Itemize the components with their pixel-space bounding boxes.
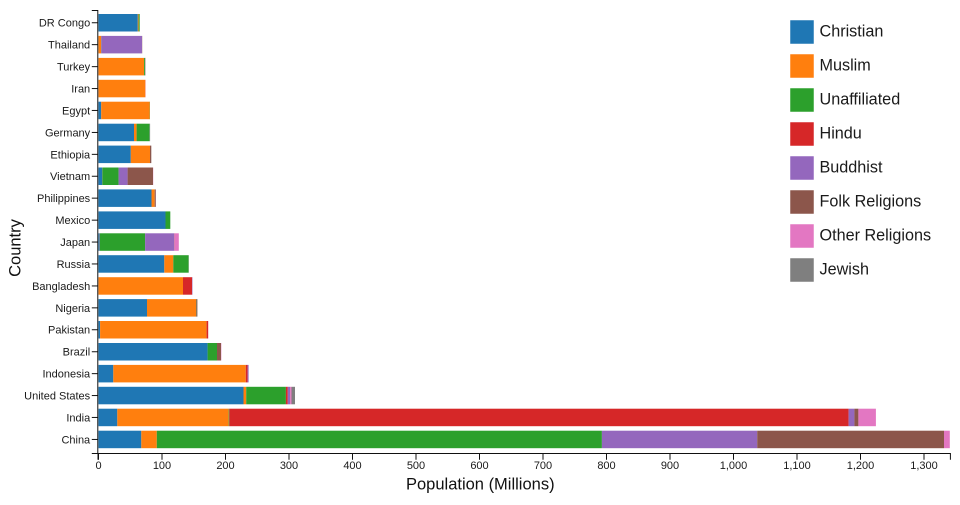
svg-text:Christian: Christian [820,23,884,41]
svg-text:Population (Millions): Population (Millions) [406,476,555,494]
svg-text:800: 800 [597,460,615,472]
svg-text:Vietnam: Vietnam [50,171,90,183]
svg-text:700: 700 [534,460,552,472]
svg-text:0: 0 [95,460,101,472]
svg-text:1,100: 1,100 [783,460,811,472]
svg-text:100: 100 [153,460,171,472]
svg-text:Bangladesh: Bangladesh [32,281,90,293]
svg-text:1,200: 1,200 [847,460,875,472]
svg-text:Mexico: Mexico [55,215,90,227]
svg-text:Muslim: Muslim [820,57,871,75]
svg-text:Jewish: Jewish [820,261,869,279]
svg-text:Pakistan: Pakistan [48,325,90,337]
svg-text:Nigeria: Nigeria [55,303,91,315]
svg-text:Hindu: Hindu [820,125,862,143]
svg-text:Brazil: Brazil [63,347,91,359]
svg-text:500: 500 [407,460,425,472]
svg-text:Thailand: Thailand [48,40,90,52]
svg-text:Japan: Japan [60,237,90,249]
svg-text:900: 900 [661,460,679,472]
svg-text:600: 600 [470,460,488,472]
svg-text:200: 200 [216,460,234,472]
svg-text:1,000: 1,000 [720,460,748,472]
svg-text:China: China [61,434,91,446]
svg-text:1,300: 1,300 [910,460,938,472]
svg-text:Ethiopia: Ethiopia [50,149,91,161]
svg-text:Unaffiliated: Unaffiliated [820,91,901,109]
svg-text:Iran: Iran [71,83,90,95]
svg-text:Folk Religions: Folk Religions [820,193,922,211]
svg-text:Philippines: Philippines [37,193,91,205]
svg-text:Egypt: Egypt [62,105,90,117]
svg-text:Turkey: Turkey [57,62,91,74]
svg-text:400: 400 [343,460,361,472]
svg-text:Country: Country [7,218,25,277]
svg-text:Germany: Germany [45,127,91,139]
svg-text:Indonesia: Indonesia [42,369,91,381]
svg-text:United States: United States [24,390,91,402]
svg-text:Russia: Russia [57,259,92,271]
svg-text:Other Religions: Other Religions [820,227,932,245]
svg-text:300: 300 [280,460,298,472]
svg-text:DR Congo: DR Congo [39,18,90,30]
svg-text:India: India [66,412,91,424]
svg-text:Buddhist: Buddhist [820,159,883,177]
